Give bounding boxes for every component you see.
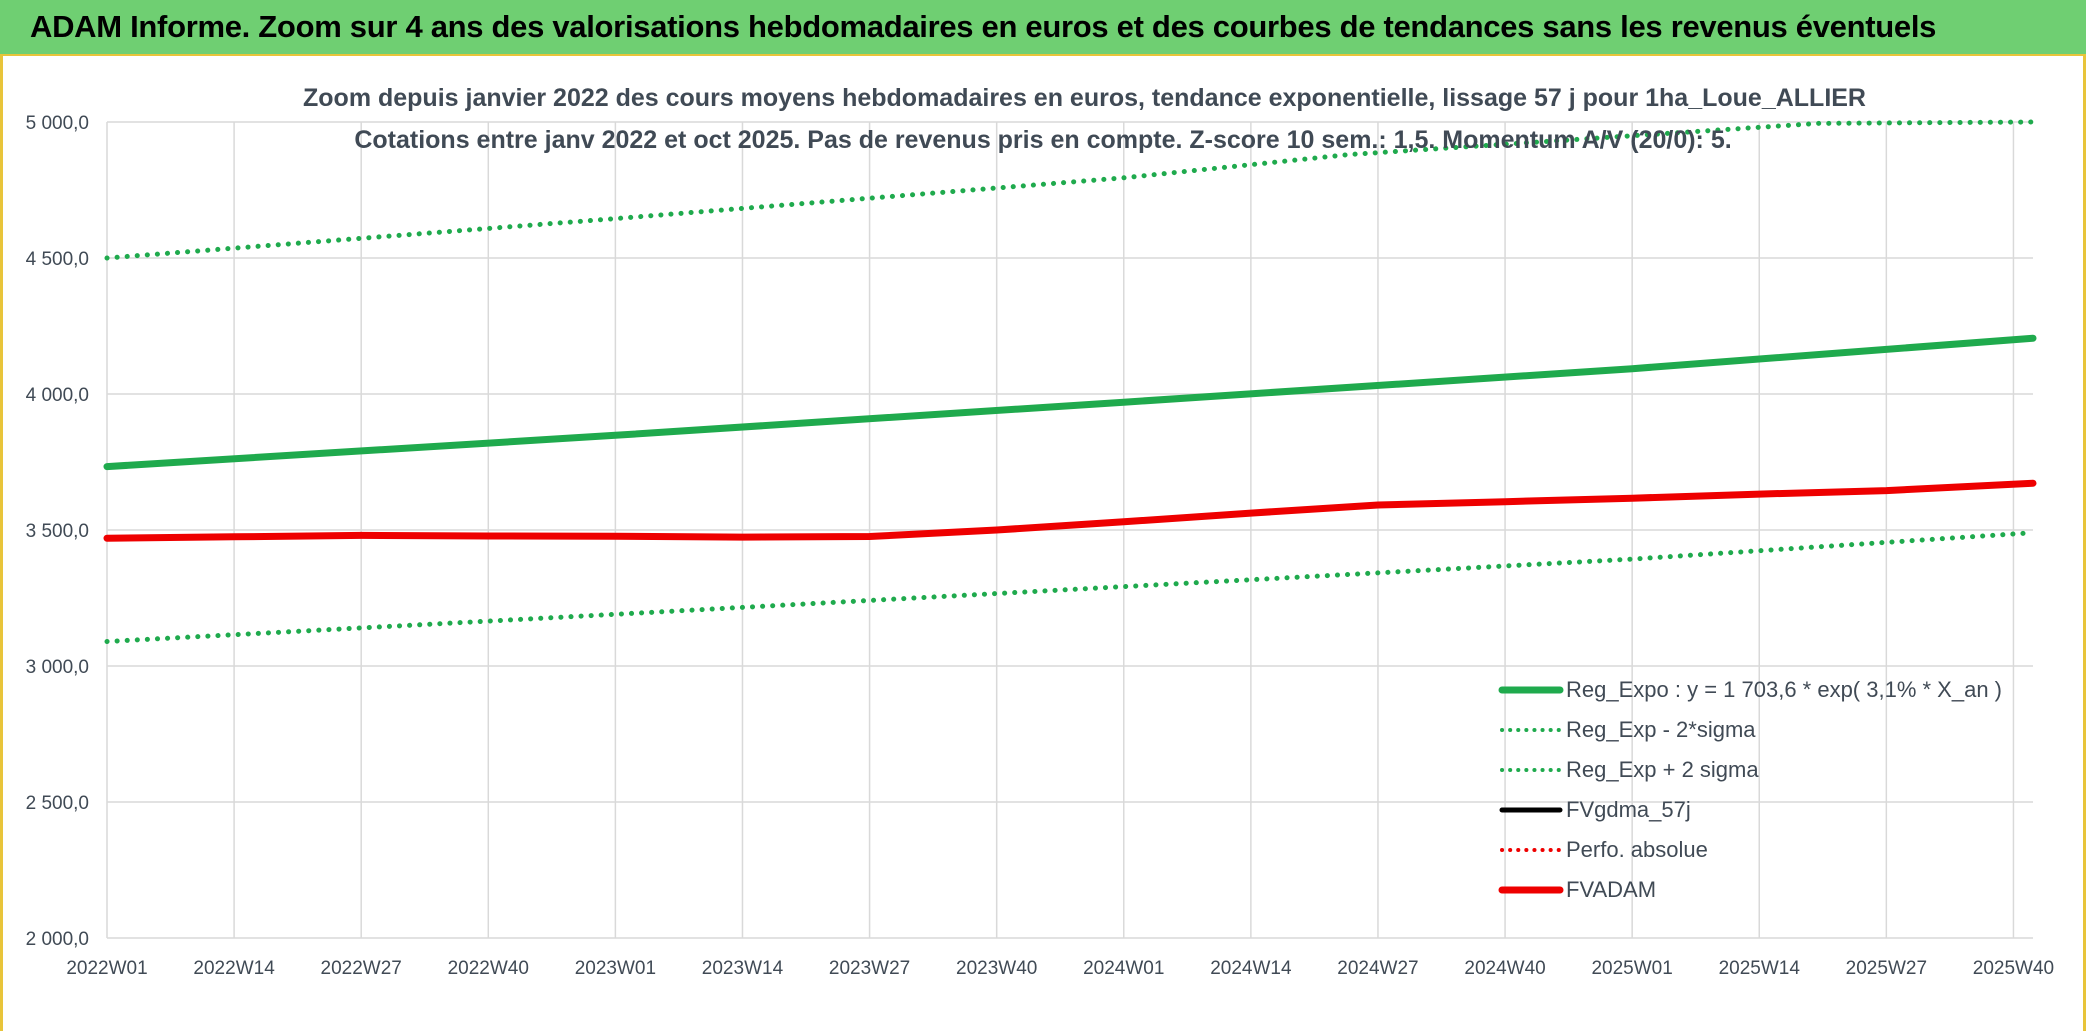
legend-item: Reg_Expo : y = 1 703,6 * exp( 3,1% * X_a… [1498, 670, 2038, 710]
report-title: ADAM Informe. Zoom sur 4 ans des valoris… [30, 9, 1937, 44]
legend-item: FVADAM [1498, 870, 2038, 910]
y-tick-label: 2 000,0 [26, 929, 89, 950]
x-tick-label: 2025W40 [1973, 958, 2054, 979]
legend-label: Reg_Exp + 2 sigma [1566, 757, 1759, 782]
legend-swatch [1498, 886, 1564, 894]
y-tick-label: 3 500,0 [26, 521, 89, 542]
x-tick-label: 2023W27 [829, 958, 910, 979]
y-tick-label: 2 500,0 [26, 793, 89, 814]
legend-label: Reg_Expo : y = 1 703,6 * exp( 3,1% * X_a… [1566, 677, 2002, 702]
series-line-reg-exp [104, 119, 2036, 261]
x-tick-label: 2022W40 [448, 958, 529, 979]
series-line-fvadam [103, 479, 2037, 542]
legend-swatch [1500, 728, 1562, 732]
legend-item: Reg_Exp - 2*sigma [1498, 710, 2038, 750]
chart-area: 2 000,0 2 500,0 3 000,0 3 500,0 4 000,0 4 500… [0, 56, 2086, 1031]
y-tick-label: 4 500,0 [26, 249, 89, 270]
legend-swatch [1498, 686, 1564, 694]
x-tick-label: 2025W14 [1719, 958, 1801, 979]
x-tick-label: 2023W40 [956, 958, 1037, 979]
legend-item: FVgdma_57j [1498, 790, 2038, 830]
report-banner: ADAM Informe. Zoom sur 4 ans des valoris… [0, 0, 2086, 56]
x-tick-label: 2022W27 [321, 958, 402, 979]
x-tick-label: 2024W27 [1337, 958, 1418, 979]
chart-title-line-1: Zoom depuis janvier 2022 des cours moyen… [303, 84, 1866, 112]
y-tick-label: 5 000,0 [26, 113, 89, 134]
x-tick-label: 2025W01 [1591, 958, 1672, 979]
x-tick-label: 2023W01 [575, 958, 656, 979]
x-tick-label: 2024W14 [1210, 958, 1292, 979]
legend-item: Perfo. absolue [1498, 830, 2038, 870]
legend-label: FVgdma_57j [1566, 797, 1691, 822]
chart-legend: Reg_Expo : y = 1 703,6 * exp( 3,1% * X_a… [1498, 670, 2038, 910]
legend-swatch [1500, 768, 1562, 772]
series-line-reg-exp [104, 530, 2036, 644]
x-tick-label: 2023W14 [702, 958, 784, 979]
legend-label: Reg_Exp - 2*sigma [1566, 717, 1756, 742]
legend-swatch [1499, 807, 1563, 813]
legend-item: Reg_Exp + 2 sigma [1498, 750, 2038, 790]
x-tick-label: 2022W14 [193, 958, 275, 979]
legend-label: Perfo. absolue [1566, 837, 1708, 862]
y-tick-label: 3 000,0 [26, 657, 89, 678]
y-tick-label: 4 000,0 [26, 385, 89, 406]
line-chart: 2 000,0 2 500,0 3 000,0 3 500,0 4 000,0 4 500… [26, 113, 2055, 979]
legend-label: FVADAM [1566, 877, 1657, 902]
series-line-reg-expo [103, 334, 2037, 471]
chart-title-line-2: Cotations entre janv 2022 et oct 2025. P… [354, 126, 1732, 154]
legend-swatch [1500, 848, 1562, 852]
x-tick-label: 2024W01 [1083, 958, 1164, 979]
x-tick-label: 2025W27 [1846, 958, 1927, 979]
x-tick-label: 2022W01 [66, 958, 147, 979]
x-tick-label: 2024W40 [1464, 958, 1545, 979]
